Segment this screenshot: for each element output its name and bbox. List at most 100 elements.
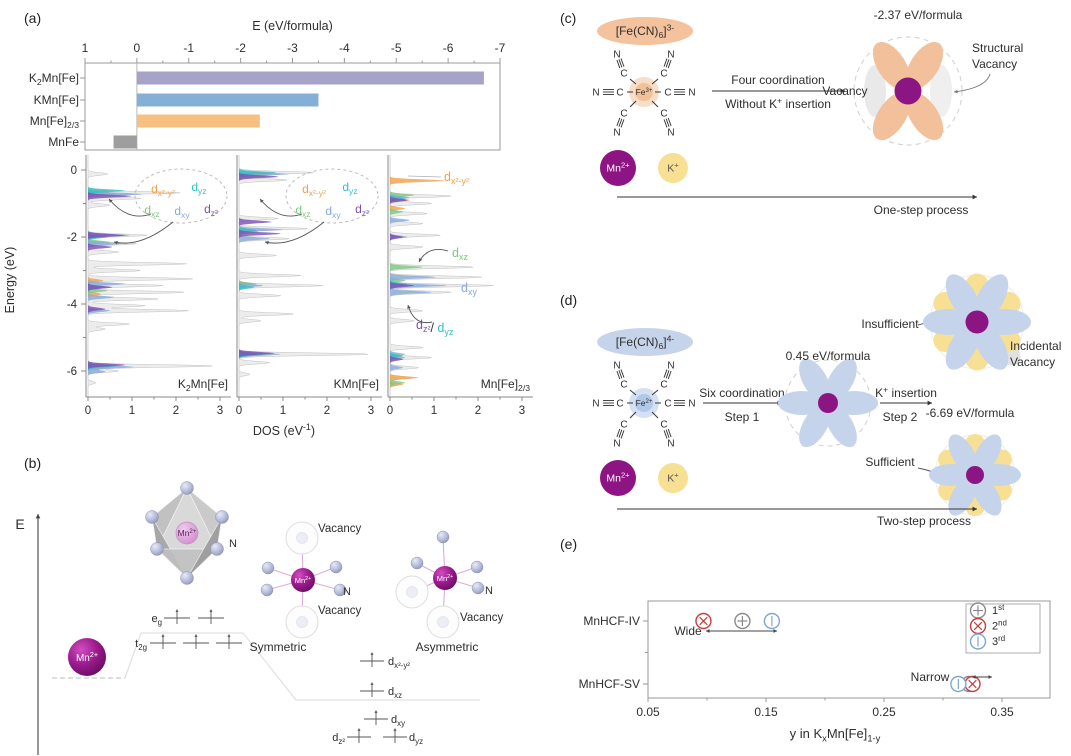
level-dxy: dxy bbox=[391, 714, 405, 728]
bar-axis-tick: -7 bbox=[495, 41, 506, 55]
orbital-label-dxy: dxy bbox=[174, 204, 190, 220]
nitrogen-label: N bbox=[667, 50, 674, 61]
vacancy-label: Vacancy bbox=[318, 605, 362, 617]
nitrogen-label: N bbox=[613, 50, 620, 61]
reaction-condition-2: Without K+ insertion bbox=[725, 95, 831, 111]
dos-x-tick: 2 bbox=[173, 405, 179, 417]
wide-label: Wide bbox=[674, 624, 702, 638]
orbital-label-dxz: dxz bbox=[452, 246, 468, 262]
dos-panel3-annotations: dx²-y² dxz dxy dz²/ dyz bbox=[407, 170, 477, 337]
scatter-y-axis: MnHCF-IV MnHCF-SV bbox=[579, 614, 648, 691]
vacancy-petal bbox=[930, 65, 952, 117]
nitrogen-label: N bbox=[343, 586, 351, 598]
orbital-label-dyz: dyz bbox=[342, 180, 357, 196]
bar-axis-tick: 0 bbox=[134, 41, 141, 55]
k-ion bbox=[658, 153, 688, 183]
dos-area-dxy bbox=[88, 154, 143, 398]
complex-label: [Fe(CN)6]4- bbox=[616, 333, 675, 351]
crystal-field-diagram: E Mn2+ Mn2+ Neg t2g Mn2+ N Vacancy Vacancy Symmet… bbox=[15, 481, 504, 755]
fe-center-label: Fe3+ bbox=[636, 87, 653, 97]
fe-petal bbox=[872, 92, 911, 141]
bar-category-label: Mn[Fe]2/3 bbox=[30, 114, 80, 130]
dos-panel-title: KMn[Fe] bbox=[334, 377, 379, 391]
bars: K2Mn[Fe] KMn[Fe] Mn[Fe]2/3 MnFe bbox=[29, 71, 484, 149]
bar-axis-tick: -2 bbox=[235, 41, 246, 55]
x-tick-label: 0.25 bbox=[872, 705, 896, 719]
octahedron: Mn2+ N bbox=[145, 481, 237, 585]
nitrogen-label: N bbox=[613, 361, 620, 372]
dos-x-tick: 1 bbox=[431, 405, 437, 417]
fe-petal bbox=[973, 322, 1009, 370]
mn-ion-sphere bbox=[433, 566, 457, 590]
mn-center bbox=[818, 393, 838, 413]
fe-petal bbox=[972, 434, 1002, 475]
scatter-x-axis: 0.05 0.15 0.25 0.35 bbox=[636, 698, 1014, 719]
n-ligand-sphere bbox=[145, 510, 159, 524]
nitrogen-label: N bbox=[485, 585, 493, 597]
intermediate-energy-value: 0.45 eV/formula bbox=[786, 349, 871, 363]
scatter-points bbox=[695, 612, 981, 693]
dos-y-tick: -4 bbox=[67, 299, 78, 311]
bar-top-axis: 1 0 -1 -2 -3 -4 -5 -6 -7 bbox=[82, 41, 506, 63]
nitrogen-label: N bbox=[592, 399, 599, 410]
nitrogen-label: N bbox=[613, 128, 620, 139]
carbon-label: C bbox=[664, 399, 671, 410]
fe-petal bbox=[825, 358, 857, 403]
step1-label: Step 1 bbox=[725, 410, 760, 424]
orbital-label-dxy: dxy bbox=[461, 281, 477, 297]
dos-panel-2: 0 1 2 3 Mn[Fe]2/3 bbox=[387, 154, 533, 417]
mn-ion-label: Mn2+ bbox=[295, 576, 312, 585]
fe-petal bbox=[872, 41, 911, 90]
carbon-label: C bbox=[620, 69, 627, 80]
asymmetric-complex: Mn2+ N Vacancy Asymmetric bbox=[395, 530, 504, 654]
sufficient-flower bbox=[929, 434, 1021, 516]
carbon-label: C bbox=[664, 88, 671, 99]
orbital-label-dz2: dz² bbox=[355, 202, 369, 218]
fe-petal bbox=[972, 475, 1002, 516]
four-coordinated-flower bbox=[853, 36, 963, 146]
dos-y-tick: 0 bbox=[71, 165, 77, 177]
mn-ion-label: Mn2+ bbox=[437, 574, 454, 583]
bar-category-label: KMn[Fe] bbox=[34, 93, 79, 107]
panel-a-label: (a) bbox=[24, 10, 42, 26]
octahedral-levels: eg t2g bbox=[135, 609, 242, 652]
carbon-label: C bbox=[620, 420, 627, 431]
complex-badge bbox=[597, 17, 693, 45]
n-ligand-sphere bbox=[180, 571, 194, 585]
dos-x-tick: 2 bbox=[475, 405, 481, 417]
bar-axis-tick: 1 bbox=[82, 41, 89, 55]
nitrogen-label: N bbox=[688, 399, 695, 410]
carbon-label: C bbox=[616, 399, 623, 410]
level-dz2: dz² bbox=[332, 732, 345, 746]
structural-vacancy-label: Structural bbox=[972, 41, 1023, 55]
split-d-levels: dx²-y² dxz dxy dz² dyz bbox=[332, 652, 423, 746]
scatter-annotations: Wide Narrow bbox=[674, 624, 992, 684]
mn-center bbox=[894, 77, 922, 105]
mn-ion bbox=[600, 150, 636, 186]
nitrogen-label: N bbox=[229, 538, 237, 550]
energy-diagram: E Mn2+ bbox=[15, 514, 480, 755]
dos-y-tick: -2 bbox=[67, 232, 77, 244]
symmetric-label: Symmetric bbox=[250, 640, 307, 654]
nitrogen-label: N bbox=[688, 88, 695, 99]
mn-ion-label: Mn2+ bbox=[606, 161, 630, 175]
bar-axis-tick: -3 bbox=[287, 41, 298, 55]
step2-label: Step 2 bbox=[883, 410, 918, 424]
insufficient-flower bbox=[923, 273, 1031, 371]
bar-category-label: MnFe bbox=[48, 135, 79, 149]
carbon-label: C bbox=[660, 69, 667, 80]
legend-label: 1st bbox=[992, 603, 1005, 617]
dos-area-dxy bbox=[390, 154, 448, 398]
dos-panel-title: K2Mn[Fe] bbox=[178, 377, 228, 393]
x-tick-label: 0.15 bbox=[754, 705, 778, 719]
orbital-label-dx2y2: dx²-y² bbox=[302, 182, 326, 198]
fe-petal bbox=[948, 434, 978, 475]
bar-0 bbox=[136, 71, 484, 85]
fe-petal bbox=[948, 475, 978, 516]
level-dyz: dyz bbox=[409, 732, 423, 746]
nitrogen-label: N bbox=[667, 128, 674, 139]
x-axis-title: y in KxMn[Fe]1-y bbox=[790, 726, 881, 743]
